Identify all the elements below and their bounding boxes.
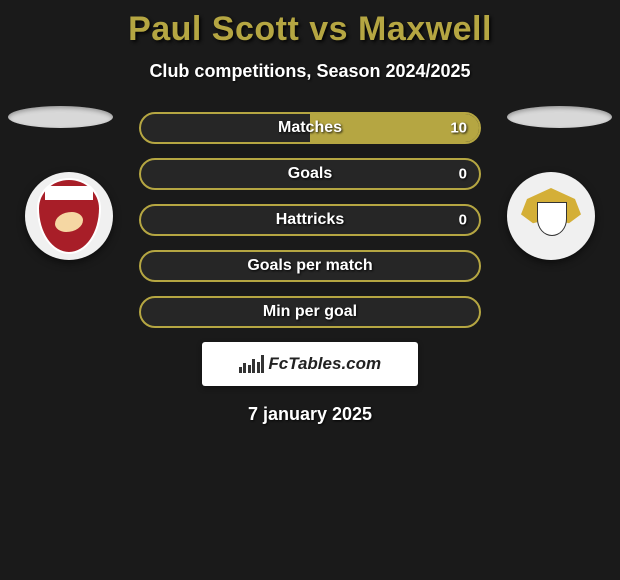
stat-label: Goals per match (141, 257, 479, 275)
watermark[interactable]: FcTables.com (202, 342, 418, 386)
stat-label: Goals (141, 165, 479, 183)
stat-label: Matches (141, 119, 479, 137)
club-crest-left (25, 172, 113, 260)
stats-list: Matches 10 Goals 0 Hattricks 0 Goals per… (139, 112, 481, 328)
stat-value-right: 10 (450, 120, 467, 137)
page-title: Paul Scott vs Maxwell (0, 0, 620, 49)
stat-row-goals-per-match: Goals per match (139, 250, 481, 282)
comparison-content: Matches 10 Goals 0 Hattricks 0 Goals per… (0, 112, 620, 425)
morecambe-crest-icon (37, 178, 101, 254)
stat-value-right: 0 (459, 212, 467, 229)
player-right-silhouette (507, 106, 612, 128)
doncaster-crest-icon (515, 180, 587, 252)
stat-label: Min per goal (141, 303, 479, 321)
stat-value-right: 0 (459, 166, 467, 183)
stat-row-goals: Goals 0 (139, 158, 481, 190)
bar-chart-icon (239, 355, 265, 373)
player-left-silhouette (8, 106, 113, 128)
date-label: 7 january 2025 (0, 404, 620, 425)
stat-row-hattricks: Hattricks 0 (139, 204, 481, 236)
stat-label: Hattricks (141, 211, 479, 229)
stat-row-min-per-goal: Min per goal (139, 296, 481, 328)
stat-row-matches: Matches 10 (139, 112, 481, 144)
subtitle: Club competitions, Season 2024/2025 (0, 61, 620, 82)
watermark-text: FcTables.com (268, 354, 381, 374)
club-crest-right (507, 172, 595, 260)
